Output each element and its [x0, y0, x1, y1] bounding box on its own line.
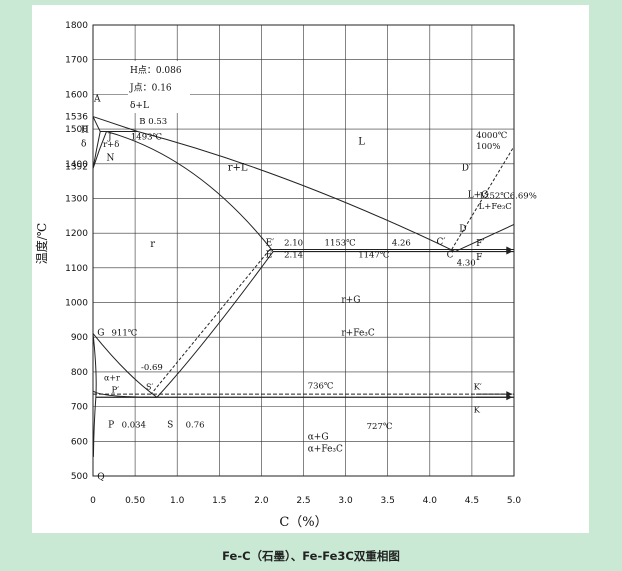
x-tick-label: 0	[90, 496, 96, 506]
label-911: 911℃	[112, 328, 138, 338]
y-tick-label: 1300	[65, 194, 88, 204]
y-tick-label: 1400	[65, 160, 88, 170]
label-100pct: 100%	[476, 142, 500, 152]
y-tick-label: 1800	[65, 21, 88, 31]
label-point-P: P	[108, 420, 114, 430]
x-tick-label: 1.0	[170, 496, 185, 506]
label-727: 727℃	[367, 422, 393, 432]
diagram-canvas: 0 0.50 1.0 1.5 2.0 2.5 3.0 3.5 4.0 4.5 5.0 500 600 70…	[32, 5, 589, 533]
x-tick-label: 4.0	[423, 496, 438, 506]
x-axis-label: C（%）	[279, 515, 327, 530]
y-tick-label: 900	[71, 333, 88, 343]
label-C-prime: C′	[437, 237, 446, 247]
x-tick-label: 1.5	[212, 496, 226, 506]
label-region-gamma: r	[150, 239, 155, 250]
x-tick-label: 5.0	[507, 496, 522, 506]
x-tick-label: 3.5	[381, 496, 395, 506]
label-1153: 1153℃	[325, 238, 356, 248]
label-delta-gamma: r+δ	[103, 140, 119, 150]
y-tick-label: 1700	[65, 56, 88, 66]
label-point-B: B 0.53	[139, 117, 167, 127]
arrow-K-head	[506, 394, 513, 401]
label-1493: 1493℃	[131, 132, 162, 142]
y-axis-label: 温度/℃	[34, 223, 49, 264]
info-box-line: H点：0.086	[130, 65, 182, 76]
figure-caption: Fe-C（石墨）、Fe-Fe3C双重相图	[222, 549, 400, 563]
solvus-PQ	[92, 397, 97, 457]
solvus-EpSp	[150, 249, 271, 395]
label-L-G: L+G	[468, 190, 489, 200]
y-tick-label: 500	[71, 472, 88, 482]
label-S-prime: S′	[146, 382, 153, 391]
label-F-prime: F′	[476, 239, 484, 249]
arrow-F-head	[506, 248, 513, 255]
label-point-J: J	[107, 132, 112, 142]
label-alpha-Fe3C: α+Fe₃C	[308, 445, 343, 455]
solidus-JE	[106, 131, 274, 252]
label-4-30: 4.30	[457, 258, 476, 268]
label-point-S: S	[167, 420, 173, 430]
label-point-H: H	[81, 126, 89, 136]
info-box-line: J点：0.16	[129, 83, 172, 94]
line-JN	[92, 131, 107, 169]
label-0-76: 0.76	[186, 420, 205, 430]
x-tick-label: 2.5	[296, 496, 310, 506]
info-box-line: δ+L	[130, 101, 149, 111]
label-C: C	[447, 250, 454, 260]
y-tick-label: 1000	[65, 299, 88, 309]
x-tick-label: 3.0	[338, 496, 353, 506]
label-point-G: G	[97, 328, 104, 338]
label-K-prime: K′	[474, 382, 482, 392]
label-736: 736℃	[308, 382, 334, 392]
line-GS	[92, 333, 158, 398]
label-region-gamma-L: r+L	[228, 163, 248, 174]
label-alpha-G: α+G	[308, 433, 329, 443]
label-L-Fe3C: L+Fe₃C	[479, 202, 512, 212]
label-E: E	[266, 250, 273, 260]
label-2-10: 2.10	[284, 238, 303, 248]
y-tick-label: 600	[71, 437, 88, 447]
label-2-14: 2.14	[284, 250, 303, 260]
plot-frame	[92, 24, 515, 477]
label-0-69: -0.69	[141, 363, 163, 373]
liquidus-CpDp	[451, 146, 515, 250]
label-region-L: L	[358, 137, 365, 148]
label-F: F	[476, 253, 482, 263]
label-4000: 4000℃	[476, 131, 507, 141]
label-gamma-G: r+G	[341, 296, 360, 306]
label-1147: 1147℃	[358, 250, 389, 260]
label-point-A: A	[93, 94, 101, 104]
label-alpha-gamma: α+r	[104, 374, 120, 383]
y-tick-label: 1100	[65, 264, 88, 274]
info-box	[128, 61, 190, 113]
y-tick-label: 800	[71, 368, 88, 378]
solvus-ES	[156, 251, 274, 398]
label-1252: 1252℃6.69%	[479, 191, 537, 201]
liquidus-AB	[92, 116, 138, 132]
label-K: K	[474, 406, 481, 416]
label-4-26: 4.26	[392, 238, 411, 248]
liquidus-BC	[137, 131, 456, 252]
x-tick-label: 0.50	[125, 496, 145, 506]
y-tick-label: 1600	[65, 90, 88, 100]
label-0-034: 0.034	[122, 420, 146, 430]
label-D: D	[459, 224, 466, 234]
x-tick-label: 2.0	[254, 496, 269, 506]
y-tick-label: 1500	[65, 125, 88, 135]
x-tick-label: 4.5	[465, 496, 479, 506]
y-tick-label: 1200	[65, 229, 88, 239]
solidus-AH	[92, 116, 101, 132]
y-tick-label: 700	[71, 403, 88, 413]
label-point-Q: Q	[97, 472, 104, 482]
y-extra-label: 1392	[65, 163, 88, 173]
label-delta: δ	[81, 139, 86, 149]
label-point-N: N	[106, 153, 114, 163]
y-extra-label: 1536	[65, 113, 88, 123]
phase-diagram: 0 0.50 1.0 1.5 2.0 2.5 3.0 3.5 4.0 4.5 5.0 500 600 70…	[34, 21, 537, 530]
label-E-prime: E′	[266, 238, 275, 248]
label-D-prime: D′	[462, 164, 471, 174]
label-gamma-Fe3C: r+Fe₃C	[341, 328, 375, 338]
liquidus-CD	[454, 224, 515, 252]
label-P-prime: P′	[112, 386, 120, 396]
